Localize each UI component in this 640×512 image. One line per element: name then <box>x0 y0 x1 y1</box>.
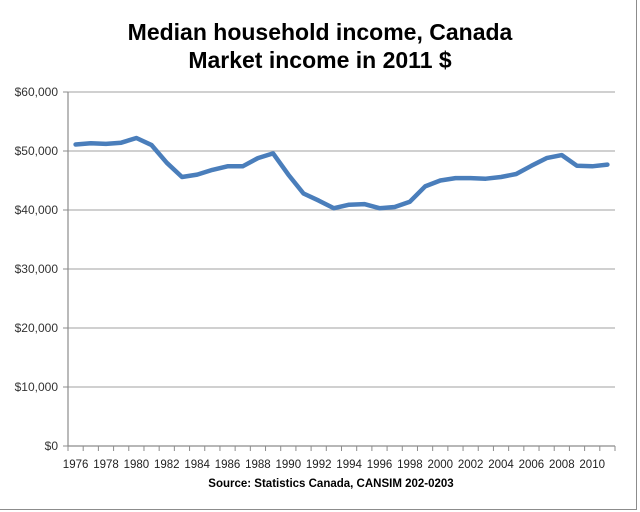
source-note: Source: Statistics Canada, CANSIM 202-02… <box>208 478 454 490</box>
y-tick-label: $0 <box>45 439 59 453</box>
chart-title: Median household income, Canada <box>127 19 513 45</box>
x-tick-label: 1990 <box>276 459 302 471</box>
x-tick-label: 1994 <box>336 459 362 471</box>
x-tick-label: 2006 <box>519 459 545 471</box>
x-tick-label: 2008 <box>549 459 575 471</box>
x-tick-label: 1984 <box>184 459 210 471</box>
x-tick-label: 1980 <box>124 459 150 471</box>
x-tick-label: 2002 <box>458 459 484 471</box>
y-tick-label: $30,000 <box>15 262 59 276</box>
y-tick-label: $40,000 <box>15 203 59 217</box>
x-tick-label: 2000 <box>427 459 453 471</box>
x-tick-label: 1986 <box>215 459 241 471</box>
y-tick-label: $20,000 <box>15 321 59 335</box>
x-tick-label: 1988 <box>245 459 271 471</box>
axes <box>63 91 616 451</box>
x-axis-labels: 1976 1978 1980 1982 1984 1986 1988 1990 1992 1994… <box>63 459 605 471</box>
x-tick-label: 1996 <box>367 459 393 471</box>
x-tick-label: 1998 <box>397 459 423 471</box>
x-tick-label: 2010 <box>579 459 605 471</box>
x-tick-label: 1982 <box>154 459 180 471</box>
y-tick-label: $60,000 <box>15 85 59 99</box>
income-series-line <box>73 135 610 211</box>
gridlines <box>68 91 615 388</box>
y-axis-labels: $0 $10,000 $20,000 $30,000 $40,000 $50,000 $60… <box>15 85 59 453</box>
y-tick-label: $50,000 <box>15 144 59 158</box>
x-tick-label: 1976 <box>63 459 89 471</box>
x-tick-label: 1992 <box>306 459 332 471</box>
x-tick-label: 2004 <box>488 459 514 471</box>
x-tick-label: 1978 <box>93 459 119 471</box>
y-tick-label: $10,000 <box>15 380 59 394</box>
chart-subtitle: Market income in 2011 $ <box>188 47 452 73</box>
